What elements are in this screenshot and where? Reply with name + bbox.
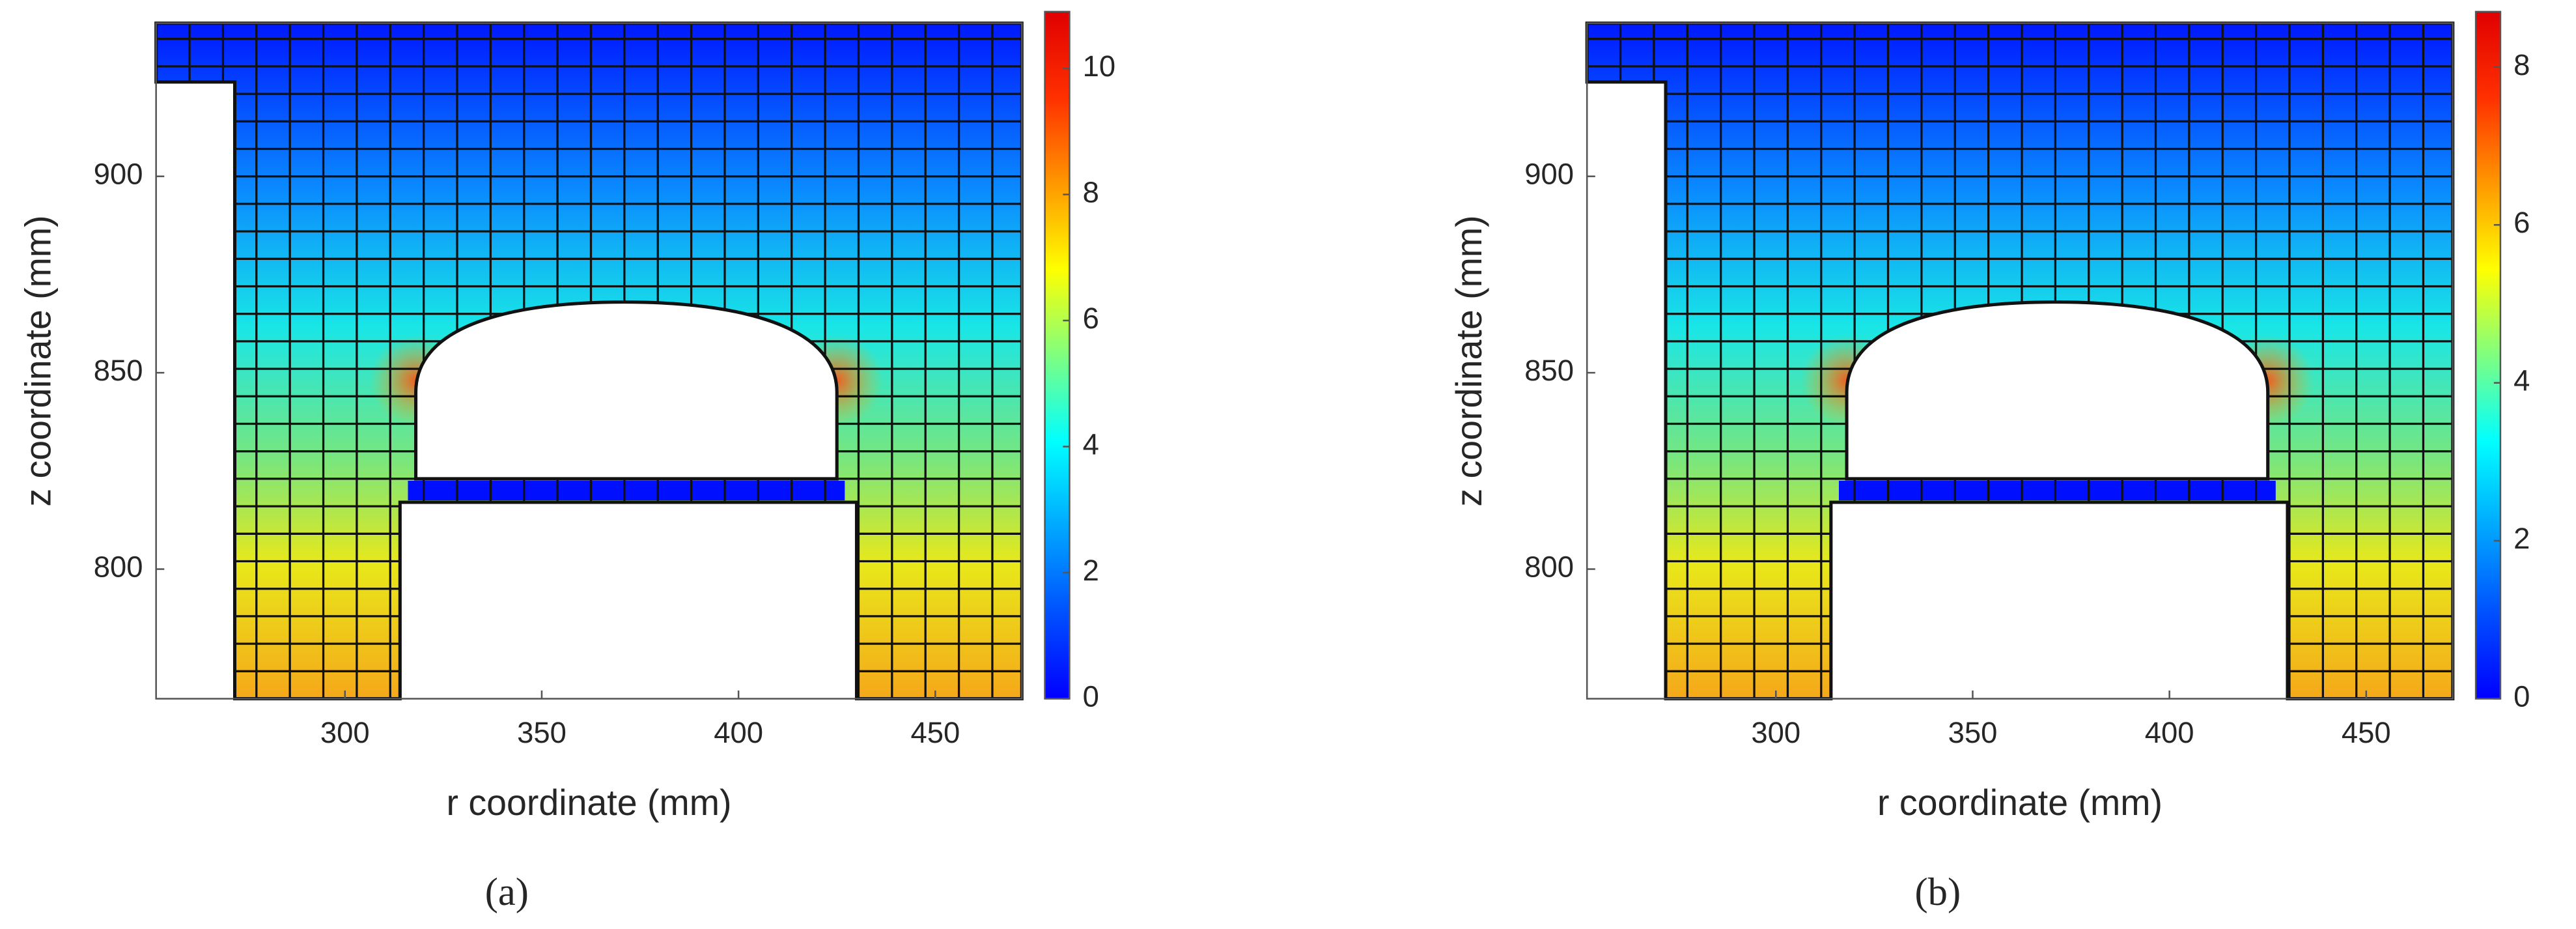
x-tick-label: 450: [2342, 716, 2391, 749]
x-axis-label: r coordinate (mm): [1877, 782, 2163, 823]
colorbar-tick-label: 4: [2513, 364, 2530, 397]
colorbar-tick-label: 6: [1083, 302, 1099, 335]
colorbar-tick-label: 10: [1083, 50, 1116, 83]
axes-box: [155, 22, 1023, 700]
colorbar-tick-label: 2: [1083, 554, 1099, 587]
x-axis-label: r coordinate (mm): [447, 782, 732, 823]
x-tick-label: 450: [910, 716, 960, 749]
panel-label: (a): [485, 870, 529, 914]
y-tick-label: 800: [1524, 550, 1574, 584]
colorbar: [2474, 10, 2502, 700]
slit: [1838, 480, 2276, 501]
x-tick-label: 400: [714, 716, 763, 749]
y-tick-label: 800: [94, 550, 143, 584]
y-axis-label: z coordinate (mm): [1449, 215, 1489, 506]
y-tick-label: 850: [94, 354, 143, 387]
panel: 300 350 400 450 800 850 900 r coordinate (mm) z …: [1449, 10, 2530, 914]
colorbar-tick-label: 0: [1083, 680, 1099, 713]
cavity: [1845, 300, 2270, 481]
panel: 300 350 400 450 800 850 900 r coordinate (mm) z …: [18, 10, 1116, 914]
y-tick-label: 900: [1524, 158, 1574, 191]
y-axis-label: z coordinate (mm): [18, 215, 59, 506]
colorbar-tick-label: 8: [1083, 176, 1099, 209]
colorbar: [1044, 10, 1071, 700]
axes-box: [1586, 22, 2454, 700]
y-tick-label: 900: [94, 158, 143, 191]
colorbar-tick-label: 4: [1083, 428, 1099, 461]
x-tick-label: 400: [2145, 716, 2194, 749]
x-tick-label: 350: [517, 716, 567, 749]
colorbar-tick-label: 0: [2513, 680, 2530, 713]
x-tick-label: 300: [320, 716, 370, 749]
colorbar-tick-label: 8: [2513, 48, 2530, 81]
x-tick-label: 350: [1948, 716, 1998, 749]
cavity: [414, 300, 839, 481]
colorbar-tick-label: 6: [2513, 206, 2530, 239]
panel-label: (b): [1915, 870, 1961, 914]
colorbar-tick-label: 2: [2513, 522, 2530, 555]
slit: [408, 480, 845, 501]
x-tick-label: 300: [1751, 716, 1800, 749]
y-tick-label: 850: [1524, 354, 1574, 387]
